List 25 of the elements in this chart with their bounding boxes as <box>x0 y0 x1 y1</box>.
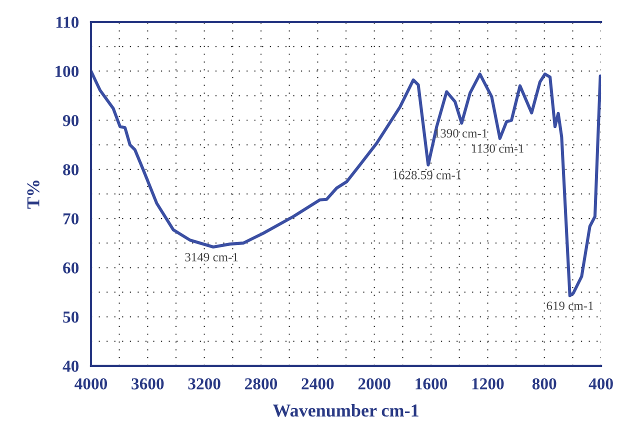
y-tick-label: 70 <box>63 213 79 224</box>
x-axis-title: Wavenumber cm-1 <box>272 404 418 417</box>
x-tick-label: 1600 <box>416 378 448 390</box>
annotation: 1628.59 cm-1 <box>393 170 461 180</box>
x-tick-label: 1200 <box>472 378 504 390</box>
y-tick-label: 80 <box>63 164 79 176</box>
y-tick-label: 90 <box>62 114 79 126</box>
x-tick-label: 2800 <box>245 378 278 390</box>
x-tick-label: 400 <box>588 378 613 390</box>
line-series <box>90 70 602 298</box>
x-tick-label: 2000 <box>358 378 390 390</box>
x-tick-label: 2400 <box>302 378 334 390</box>
annotation: 3149 cm-1 <box>185 252 238 262</box>
y-tick-label: 40 <box>62 360 79 372</box>
y-tick-label: 100 <box>56 66 79 78</box>
x-tick-label: 4000 <box>74 378 108 390</box>
x-tick-label: 800 <box>532 378 556 390</box>
y-tick-label: 50 <box>63 311 79 323</box>
x-tick-label: 3200 <box>188 378 220 390</box>
y-tick-label: 60 <box>63 262 79 274</box>
annotation: 619 cm-1 <box>546 302 594 310</box>
y-axis-title: T% <box>27 180 40 209</box>
y-tick-label: 110 <box>56 16 79 28</box>
x-tick-label: 3600 <box>132 378 164 390</box>
annotation: 1130 cm-1 <box>472 144 524 153</box>
